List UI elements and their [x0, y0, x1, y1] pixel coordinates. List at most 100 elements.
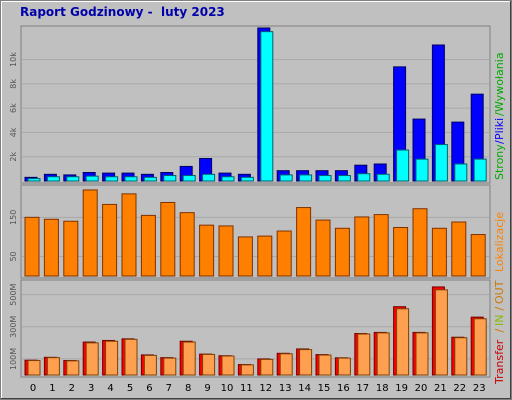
- bar-requests-pliki-9: [202, 173, 216, 182]
- bar-locations-lokalizacje-5: [121, 193, 137, 277]
- hour-label-15: 15: [318, 383, 331, 394]
- bar-transfer-out-18: [376, 332, 390, 376]
- hour-label-14: 14: [298, 383, 311, 394]
- panel-locations-background: [20, 184, 491, 279]
- bar-requests-pliki-8: [182, 175, 196, 182]
- bar-requests-pliki-16: [337, 175, 351, 182]
- hour-label-19: 19: [395, 383, 408, 394]
- bar-locations-lokalizacje-3: [82, 189, 98, 277]
- bar-transfer-out-23: [473, 318, 487, 376]
- bar-locations-lokalizacje-23: [470, 234, 486, 277]
- bar-transfer-out-2: [66, 360, 80, 376]
- bar-transfer-out-1: [46, 357, 60, 376]
- bar-requests-pliki-17: [357, 173, 371, 182]
- panel-transfer-background: [20, 279, 491, 378]
- bar-transfer-out-21: [434, 289, 448, 376]
- hour-label-18: 18: [376, 383, 389, 394]
- bar-transfer-out-11: [240, 364, 254, 376]
- bar-locations-lokalizacje-6: [140, 214, 156, 277]
- bar-requests-pliki-20: [415, 158, 429, 182]
- bar-transfer-out-6: [143, 354, 157, 376]
- bar-requests-pliki-22: [454, 163, 468, 182]
- y-tick-requests-4: 10k: [9, 52, 18, 67]
- bar-locations-lokalizacje-18: [373, 214, 389, 277]
- y-tick-locations-1: 150: [9, 210, 18, 225]
- bar-locations-lokalizacje-8: [179, 212, 195, 277]
- bar-transfer-out-0: [27, 360, 41, 376]
- y-tick-transfer-0: 100M: [9, 348, 18, 370]
- bar-transfer-out-3: [85, 342, 99, 376]
- bar-transfer-out-12: [260, 358, 274, 376]
- bar-locations-lokalizacje-4: [102, 203, 118, 277]
- bar-locations-lokalizacje-13: [276, 230, 292, 277]
- tick-labels: 2k 4k 6k 8k 10k 50 150 100M 300M 500M: [9, 52, 18, 370]
- bar-transfer-out-10: [221, 355, 235, 376]
- bar-transfer-out-13: [279, 353, 293, 376]
- hour-label-12: 12: [259, 383, 272, 394]
- legend-sep-4: /: [493, 303, 506, 314]
- legend-pliki: Pliki: [493, 118, 506, 140]
- legend-sep-3: /: [493, 325, 506, 336]
- hour-label-4: 4: [107, 383, 113, 394]
- hour-label-21: 21: [434, 383, 447, 394]
- hour-label-8: 8: [185, 383, 191, 394]
- hour-label-23: 23: [473, 383, 486, 394]
- bar-requests-pliki-6: [143, 176, 157, 182]
- bar-locations-lokalizacje-17: [354, 216, 370, 277]
- bar-requests-pliki-10: [221, 176, 235, 182]
- bar-requests-pliki-2: [66, 176, 80, 182]
- y-tick-requests-0: 2k: [9, 151, 18, 161]
- bar-requests-pliki-13: [279, 174, 293, 182]
- bar-locations-lokalizacje-0: [24, 216, 40, 277]
- legend-lokalizacje: Lokalizacje: [493, 212, 506, 272]
- legend-wywolania: Wywołania: [493, 52, 506, 112]
- bar-requests-pliki-21: [434, 144, 448, 182]
- bar-locations-lokalizacje-11: [237, 236, 253, 277]
- bar-transfer-out-22: [454, 337, 468, 376]
- bar-requests-pliki-0: [27, 178, 41, 182]
- hour-label-0: 0: [30, 383, 36, 394]
- bar-requests-pliki-12: [260, 31, 274, 182]
- bar-requests-pliki-15: [318, 175, 332, 182]
- bar-locations-lokalizacje-12: [257, 235, 273, 277]
- bar-locations-lokalizacje-9: [199, 224, 215, 277]
- bar-requests-pliki-23: [473, 158, 487, 182]
- bar-transfer-out-4: [105, 340, 119, 376]
- grid-lines: [22, 59, 489, 360]
- bar-transfer-out-16: [337, 357, 351, 376]
- bar-requests-pliki-3: [85, 175, 99, 182]
- bar-locations-lokalizacje-19: [393, 227, 409, 277]
- legend-strony: Strony: [493, 144, 506, 180]
- bar-requests-pliki-4: [105, 176, 119, 182]
- hour-label-22: 22: [453, 383, 466, 394]
- bar-locations-lokalizacje-20: [412, 208, 428, 277]
- hour-label-16: 16: [337, 383, 350, 394]
- bar-transfer-out-15: [318, 354, 332, 376]
- legend-in: IN: [493, 315, 506, 326]
- bar-locations-lokalizacje-10: [218, 225, 234, 277]
- bar-requests-pliki-1: [46, 176, 60, 182]
- bar-transfer-out-17: [357, 333, 371, 376]
- bar-locations-lokalizacje-21: [431, 227, 447, 277]
- report-title: Raport Godzinowy - luty 2023: [20, 5, 225, 19]
- bar-transfer-out-5: [124, 338, 138, 376]
- bar-locations-lokalizacje-22: [451, 221, 467, 277]
- bars: [24, 27, 487, 376]
- hour-label-11: 11: [240, 383, 253, 394]
- legend-out: OUT: [493, 280, 506, 304]
- bar-locations-lokalizacje-14: [296, 207, 312, 277]
- legend-sep-2: /: [493, 112, 506, 116]
- y-tick-requests-1: 4k: [9, 127, 18, 137]
- bar-locations-lokalizacje-1: [43, 218, 59, 277]
- hour-label-9: 9: [204, 383, 210, 394]
- bar-transfer-out-8: [182, 341, 196, 376]
- bar-locations-lokalizacje-15: [315, 219, 331, 277]
- bar-requests-pliki-14: [299, 174, 313, 182]
- legend-transfer: Transfer: [493, 339, 506, 385]
- hour-label-17: 17: [356, 383, 369, 394]
- bar-locations-lokalizacje-16: [334, 227, 350, 277]
- y-tick-requests-2: 6k: [9, 103, 18, 113]
- bar-locations-lokalizacje-7: [160, 201, 176, 277]
- bar-requests-pliki-11: [240, 176, 254, 182]
- hour-labels: 0 1 2 3 4 5 6 7 8 9 10 11 12 13 14 15 16 17 18 19 20 21 22 23: [30, 383, 486, 394]
